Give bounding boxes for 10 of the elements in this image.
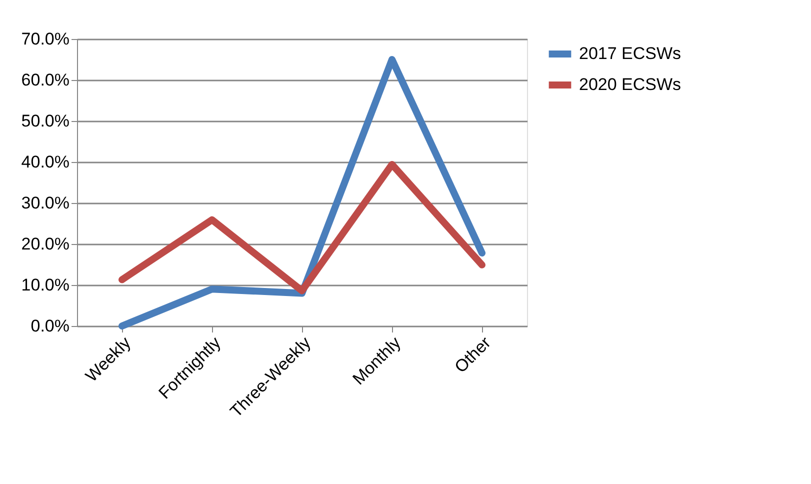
y-tick-label: 70.0%: [21, 30, 70, 48]
y-tick-label: 40.0%: [21, 152, 70, 172]
y-tick-label: 50.0%: [21, 112, 70, 130]
y-tick-label: 30.0%: [21, 194, 70, 212]
y-tick-label: 60.0%: [21, 70, 70, 90]
legend-label: 2017 ECSWs: [579, 44, 682, 63]
y-tick-label: 20.0%: [21, 234, 70, 254]
y-tick-label: 0.0%: [30, 316, 70, 336]
y-tick-label: 10.0%: [21, 276, 70, 294]
legend-label: 2020 ECSWs: [579, 75, 682, 94]
